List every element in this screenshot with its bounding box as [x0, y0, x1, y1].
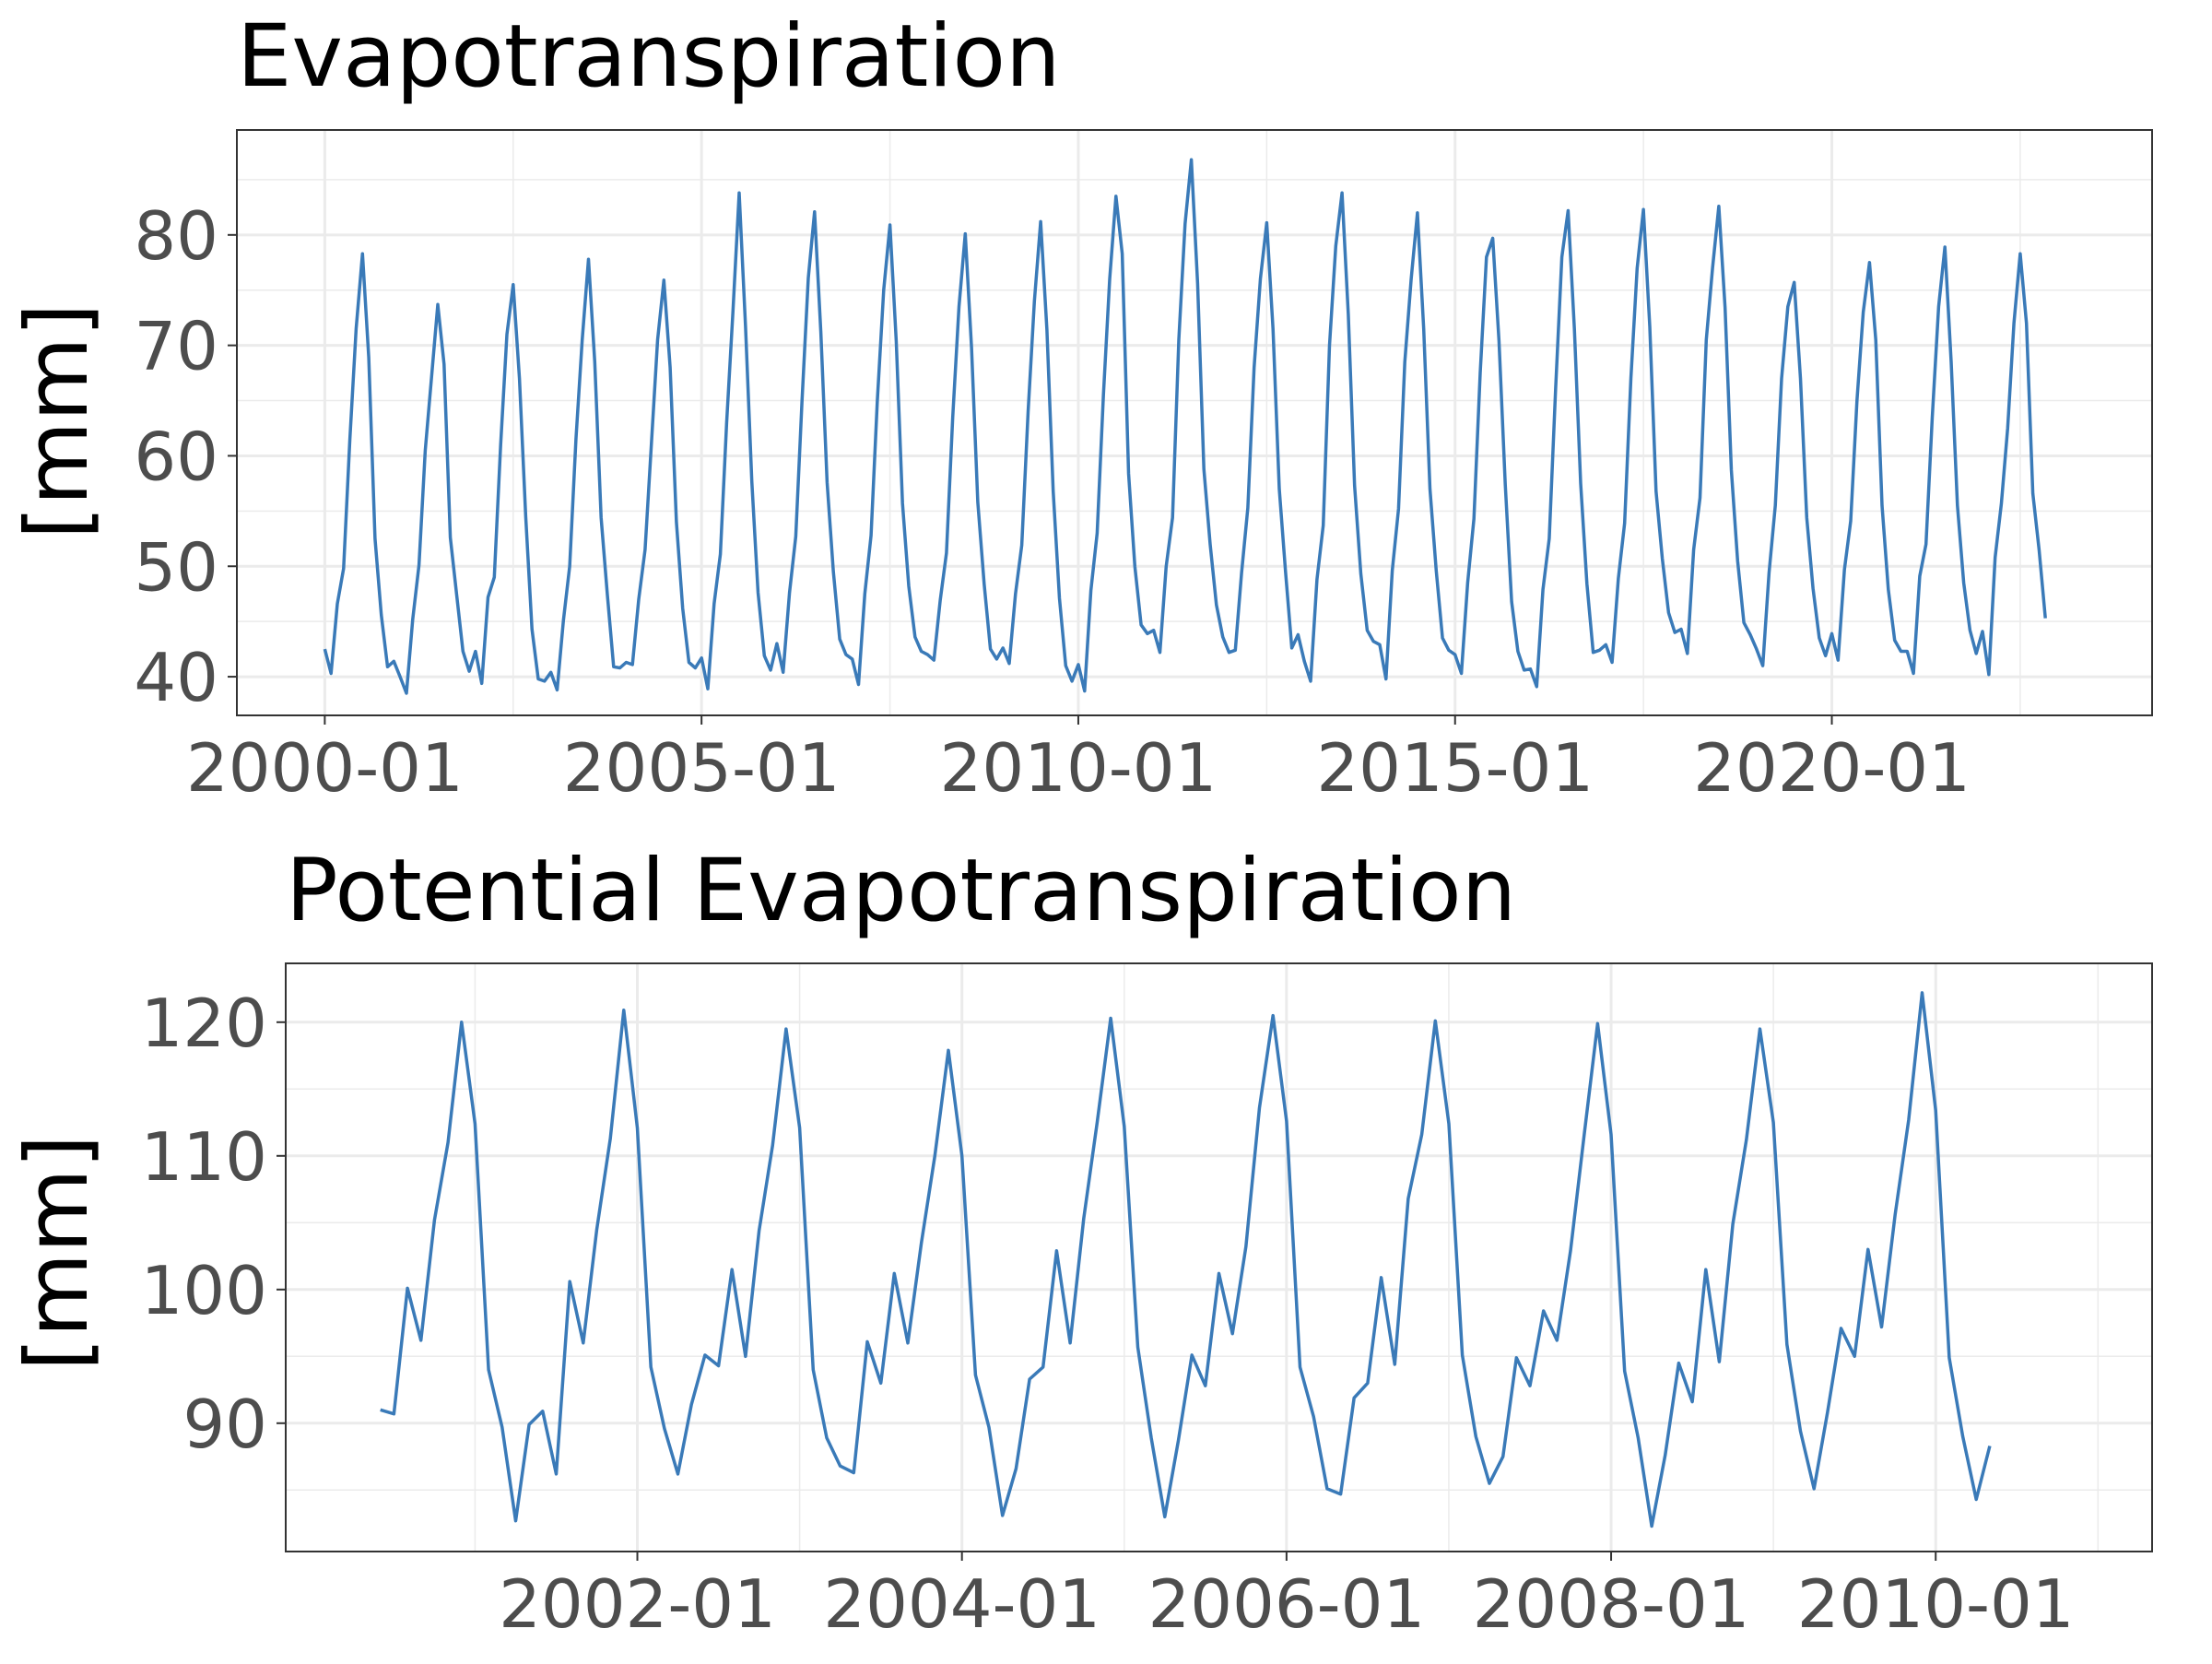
chart-title: Potential Evapotranspiration — [286, 841, 1516, 941]
x-tick-label: 2004-01 — [823, 1565, 1100, 1643]
y-tick-label: 110 — [141, 1118, 267, 1196]
y-tick-label: 80 — [134, 197, 218, 275]
grid — [286, 963, 2152, 1552]
y-tick-label: 40 — [134, 639, 218, 716]
x-tick-label: 2000-01 — [186, 729, 464, 807]
plot-border — [236, 129, 2153, 716]
y-tick-label: 120 — [141, 985, 267, 1062]
series-line — [380, 991, 1992, 1528]
x-tick-label: 2006-01 — [1147, 1565, 1425, 1643]
y-tick-label: 70 — [134, 308, 218, 385]
y-tick-label: 50 — [134, 528, 218, 606]
plot-border — [285, 962, 2153, 1552]
x-tick-label: 2008-01 — [1473, 1565, 1750, 1643]
y-axis-label: [mm] — [7, 1135, 108, 1371]
x-tick-label: 2002-01 — [499, 1565, 776, 1643]
x-tick-label: 2010-01 — [940, 729, 1218, 807]
x-tick-label: 2005-01 — [563, 729, 841, 807]
evapotranspiration-panel: Evapotranspiration [mm] 40 50 60 70 80 2000-0… — [7, 6, 2153, 807]
chart-title: Evapotranspiration — [237, 6, 1061, 107]
series-line — [323, 158, 2047, 695]
y-tick-label: 90 — [182, 1386, 267, 1463]
plot-background — [286, 963, 2152, 1552]
y-tick-label: 60 — [134, 418, 218, 495]
x-tick-label: 2010-01 — [1797, 1565, 2075, 1643]
y-tick-label: 100 — [141, 1252, 267, 1329]
x-tick-label: 2015-01 — [1316, 729, 1594, 807]
potential-evapotranspiration-panel: Potential Evapotranspiration [mm] 90 100 1… — [7, 841, 2153, 1643]
x-tick-label: 2020-01 — [1693, 729, 1971, 807]
y-axis-label: [mm] — [7, 303, 108, 539]
